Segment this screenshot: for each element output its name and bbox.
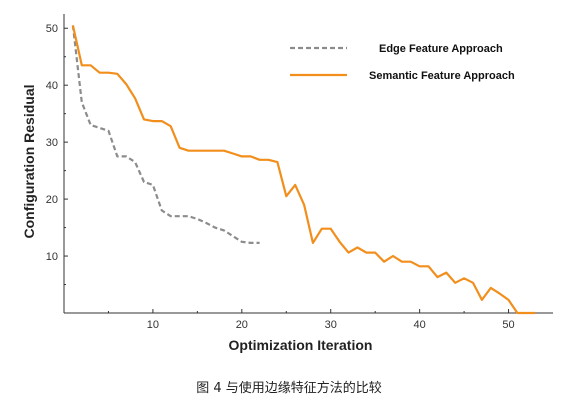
legend-label: Edge Feature Approach <box>379 43 503 55</box>
figure-caption: 图 4 与使用边缘特征方法的比较 <box>196 381 382 396</box>
legend-label: Semantic Feature Approach <box>369 70 515 82</box>
chart-series <box>71 25 536 315</box>
x-tick-label: 20 <box>236 319 248 331</box>
y-tick-label: 30 <box>46 137 58 149</box>
chart-legend: Edge Feature Approach Semantic Feature Ap… <box>290 43 515 82</box>
y-tick-label: 10 <box>46 251 58 263</box>
x-tick-label: 40 <box>414 319 426 331</box>
series-line-semantic-feature <box>71 25 536 315</box>
x-tick-label: 10 <box>147 319 159 331</box>
y-tick-label: 40 <box>46 80 58 92</box>
x-axis-title: Optimization Iteration <box>229 337 373 353</box>
y-tick-label: 50 <box>46 23 58 35</box>
x-tick-label: 30 <box>325 319 337 331</box>
x-tick-label: 50 <box>502 319 514 331</box>
line-chart: 10 20 30 40 50 10 20 30 40 50 Edge Feature Approa… <box>21 14 553 353</box>
y-tick-label: 20 <box>46 194 58 206</box>
chart-axes: 10 20 30 40 50 10 20 30 40 50 <box>46 14 553 331</box>
y-axis-title: Configuration Residual <box>21 85 37 239</box>
series-line-edge-feature <box>71 25 260 244</box>
